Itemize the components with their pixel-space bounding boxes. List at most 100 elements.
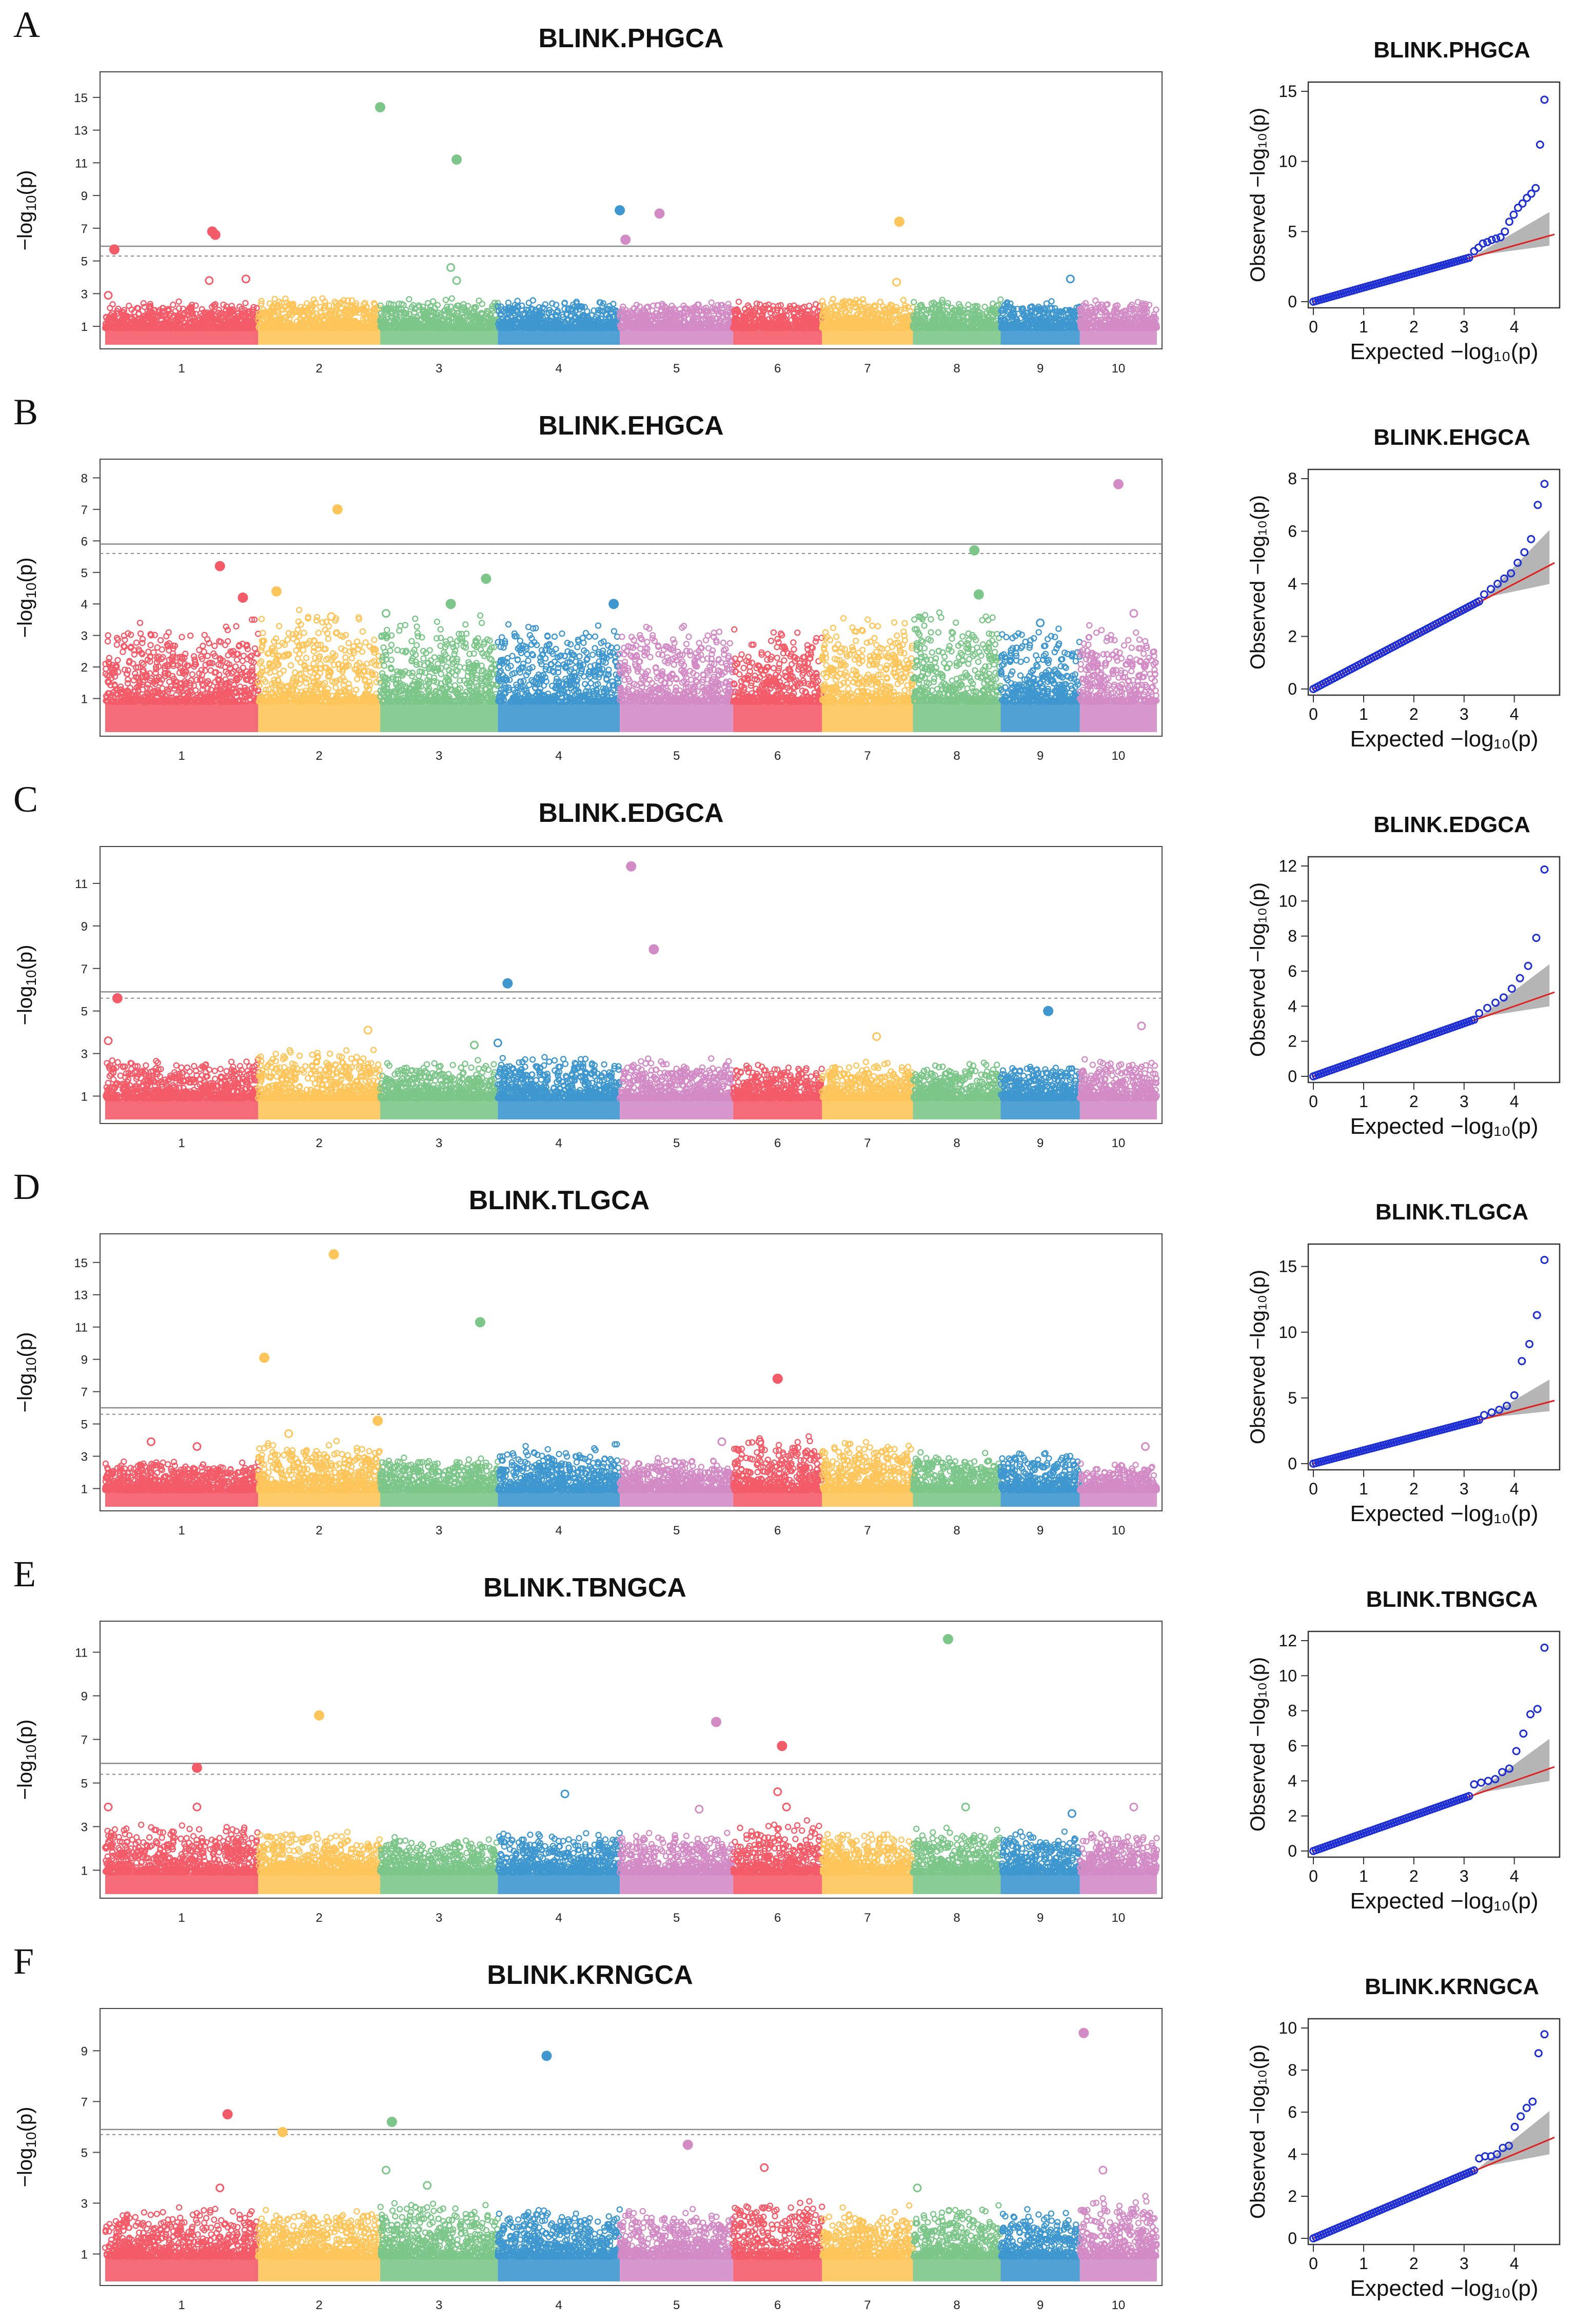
snp-point [109, 301, 116, 308]
snp-point [115, 305, 122, 312]
y-tick-label: 9 [81, 189, 88, 203]
snp-point [326, 302, 332, 309]
qq-x-tick-label: 4 [1510, 318, 1519, 336]
y-tick-label: 5 [81, 255, 88, 269]
ylabel-suffix: (p) [14, 558, 36, 583]
snp-point [258, 298, 265, 304]
y-tick-label: 8 [81, 471, 88, 485]
qq-x-tick-label: 2 [1409, 318, 1419, 336]
snp-point [114, 657, 121, 664]
chromosome-label: 6 [774, 362, 781, 376]
snp-point [239, 317, 245, 323]
snp-point [140, 300, 147, 307]
snp-point [250, 311, 257, 318]
snp-point [124, 324, 130, 331]
significant-snp [109, 244, 120, 255]
manhattan-frame [100, 71, 1163, 349]
ylabel-suffix: (p) [14, 170, 36, 195]
qq-tail-point [1536, 140, 1544, 149]
chromosome-label: 9 [1037, 362, 1044, 376]
snp-point [165, 320, 172, 327]
significant-snp [620, 234, 631, 245]
snp-point [218, 310, 224, 317]
snp-point [430, 298, 437, 305]
snp-point [708, 299, 715, 306]
ylabel-sub: 10 [23, 195, 39, 211]
snp-point [249, 306, 257, 313]
snp-point [105, 632, 111, 639]
snp-point [142, 324, 149, 331]
qq-tail-point [1479, 239, 1487, 248]
qq-ylabel: Observed −log₁₀(p) [1247, 108, 1269, 282]
chr-1-base [105, 701, 259, 732]
qq-points [1309, 95, 1549, 306]
suggestive-snp [205, 276, 214, 285]
snp-point [981, 303, 988, 310]
snp-point [109, 310, 115, 317]
snp-point [180, 312, 186, 319]
significant-snp [654, 208, 665, 219]
snp-point [175, 305, 183, 312]
snp-point [103, 313, 110, 321]
snp-point [442, 297, 449, 303]
snp-point [133, 639, 140, 646]
manhattan-ylabel: −log10(p) [14, 170, 39, 251]
snp-point [220, 301, 227, 308]
qq-y-tick-label: 0 [1288, 292, 1297, 311]
chromosome-label: 2 [316, 362, 322, 376]
snp-point [230, 316, 238, 323]
manhattan-ylabel: −log10(p) [14, 558, 39, 638]
snp-point [1092, 297, 1099, 304]
snp-point [172, 308, 179, 315]
significant-snp [375, 102, 385, 112]
snp-point [116, 324, 123, 331]
snp-point [176, 313, 183, 320]
chromosome-label: 5 [673, 362, 680, 376]
snp-point [235, 310, 242, 317]
snp-point [153, 319, 160, 325]
ylabel-sub: 10 [23, 582, 39, 598]
snp-point [189, 671, 196, 678]
snp-point [900, 297, 907, 304]
snp-point [113, 641, 121, 648]
snp-point [160, 305, 167, 311]
qq-tail-point [1501, 227, 1509, 236]
manhattan-title: BLINK.PHGCA [538, 24, 723, 53]
y-tick-label: 1 [81, 693, 88, 706]
y-tick-label: 3 [81, 287, 88, 301]
snp-cloud [102, 606, 1160, 732]
panel-letter: A [13, 4, 40, 45]
chromosome-label: 4 [556, 362, 562, 376]
snp-point [108, 324, 115, 331]
significant-snp [210, 229, 221, 240]
snp-point [245, 318, 252, 325]
y-tick-label: 1 [81, 320, 88, 334]
snp-point [188, 324, 194, 331]
y-tick-label: 7 [81, 503, 88, 517]
snp-point [147, 301, 153, 307]
snp-point [141, 315, 148, 322]
suggestive-snp [446, 263, 456, 272]
snp-point [735, 299, 742, 305]
y-tick-label: 13 [74, 124, 88, 138]
qq-title: BLINK.PHGCA [1373, 37, 1530, 63]
qq-tail-point [1540, 95, 1549, 104]
y-tick-label: 11 [75, 156, 88, 170]
chromosome-label: 10 [1112, 362, 1126, 376]
chromosome-label: 1 [178, 362, 185, 376]
suggestive-snp [241, 274, 250, 284]
snp-point [202, 311, 209, 318]
snp-point [219, 325, 226, 331]
qq-y-tick-label: 15 [1278, 82, 1297, 101]
snp-point [185, 324, 191, 330]
ylabel-prefix: −log [14, 599, 36, 638]
snp-point [126, 302, 132, 309]
snp-point [226, 306, 233, 313]
y-tick-label: 4 [81, 598, 88, 612]
snp-point [150, 649, 157, 656]
chromosome-label: 3 [436, 362, 442, 376]
